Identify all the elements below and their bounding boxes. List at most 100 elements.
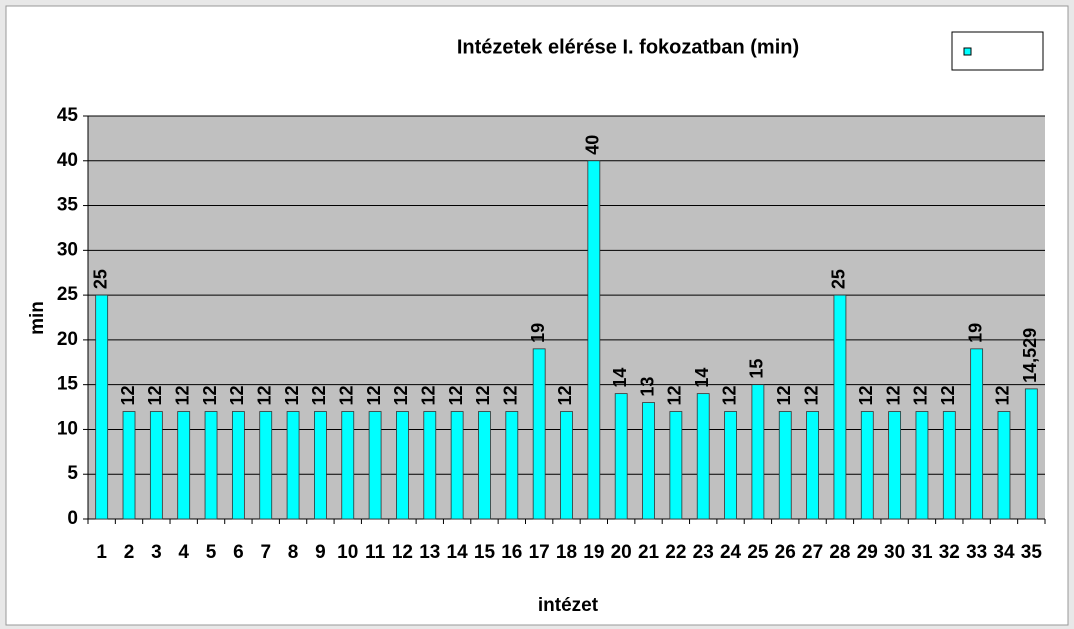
- x-tick-label: 32: [939, 542, 960, 563]
- bar: [860, 411, 874, 520]
- y-tick-label: 0: [67, 508, 78, 529]
- data-label: 14: [692, 368, 712, 388]
- x-tick-label: 14: [447, 542, 469, 563]
- bar: [396, 411, 409, 520]
- data-label: 12: [419, 386, 439, 406]
- data-label: 14: [610, 368, 630, 388]
- bar: [177, 411, 191, 520]
- x-tick-label: 23: [693, 542, 714, 563]
- data-label: 12: [883, 386, 903, 406]
- bar: [778, 411, 792, 520]
- y-tick-label: 15: [57, 374, 79, 395]
- x-tick-label: 12: [392, 542, 413, 563]
- x-tick-label: 33: [966, 542, 987, 563]
- bar: [833, 294, 847, 520]
- bar: [204, 411, 218, 520]
- data-label: 12: [200, 386, 220, 406]
- bar: [915, 411, 929, 520]
- data-label: 13: [637, 377, 657, 397]
- data-label: 12: [118, 386, 138, 406]
- data-label: 15: [747, 359, 767, 379]
- bar: [669, 411, 683, 520]
- data-label: 12: [501, 386, 521, 406]
- data-label: 12: [227, 386, 247, 406]
- data-label: 12: [446, 386, 466, 406]
- bar: [614, 393, 628, 520]
- bar: [423, 411, 437, 520]
- data-label: 14,529: [1020, 328, 1040, 383]
- x-tick-label: 24: [720, 542, 742, 563]
- bar: [532, 348, 546, 520]
- x-tick-label: 16: [501, 542, 522, 563]
- data-label: 12: [391, 386, 411, 406]
- y-tick-label: 40: [57, 150, 78, 171]
- x-tick-label: 29: [857, 542, 878, 563]
- y-axis-label: min: [27, 301, 48, 335]
- bar: [642, 402, 655, 520]
- data-label: 19: [528, 323, 548, 343]
- x-tick-label: 17: [529, 542, 550, 563]
- data-label: 12: [555, 386, 575, 406]
- bar: [505, 411, 519, 520]
- data-label: 12: [145, 386, 165, 406]
- bar: [997, 411, 1011, 520]
- bar: [751, 384, 765, 520]
- y-tick-label: 5: [67, 463, 78, 484]
- bar: [970, 348, 984, 520]
- data-label: 12: [282, 386, 302, 406]
- bar: [560, 411, 573, 520]
- bar: [95, 294, 109, 520]
- bar: [696, 393, 710, 520]
- x-tick-label: 10: [337, 542, 358, 563]
- x-tick-label: 1: [96, 542, 107, 563]
- x-tick-label: 9: [315, 542, 326, 563]
- bar: [314, 411, 327, 520]
- y-tick-label: 45: [57, 105, 79, 126]
- x-tick-label: 31: [911, 542, 933, 563]
- data-label: 12: [254, 386, 274, 406]
- bar: [724, 411, 737, 520]
- bar: [231, 411, 245, 520]
- x-tick-label: 13: [419, 542, 440, 563]
- x-tick-label: 35: [1021, 542, 1043, 563]
- data-label: 25: [829, 269, 849, 289]
- x-tick-label: 15: [474, 542, 496, 563]
- data-label: 12: [993, 386, 1013, 406]
- data-label: 12: [856, 386, 876, 406]
- data-label: 12: [364, 386, 384, 406]
- bar: [149, 411, 163, 520]
- x-tick-label: 25: [747, 542, 769, 563]
- chart-title: Intézetek elérése I. fokozatban (min): [457, 36, 799, 58]
- data-label: 12: [911, 386, 931, 406]
- bar: [450, 411, 464, 520]
- bar: [122, 411, 136, 520]
- x-tick-label: 3: [151, 542, 162, 563]
- legend-marker: [963, 47, 972, 56]
- data-label: 12: [719, 386, 739, 406]
- data-label: 12: [665, 386, 685, 406]
- x-tick-label: 7: [260, 542, 271, 563]
- bar: [259, 411, 273, 520]
- x-tick-label: 34: [993, 542, 1015, 563]
- x-tick-label: 2: [124, 542, 135, 563]
- y-tick-label: 30: [57, 239, 78, 260]
- x-tick-label: 21: [638, 542, 660, 563]
- y-tick-label: 10: [57, 418, 78, 439]
- x-tick-label: 22: [665, 542, 686, 563]
- bar: [368, 411, 382, 520]
- x-tick-label: 20: [611, 542, 632, 563]
- data-label: 19: [965, 323, 985, 343]
- x-tick-label: 8: [288, 542, 299, 563]
- data-label: 25: [90, 269, 110, 289]
- data-label: 40: [583, 135, 603, 155]
- bar: [888, 411, 902, 520]
- bar: [286, 411, 300, 520]
- data-label: 12: [774, 386, 794, 406]
- data-label: 12: [801, 386, 821, 406]
- bar: [1024, 388, 1038, 520]
- x-tick-label: 5: [206, 542, 217, 563]
- data-label: 12: [172, 386, 192, 406]
- x-tick-label: 26: [775, 542, 796, 563]
